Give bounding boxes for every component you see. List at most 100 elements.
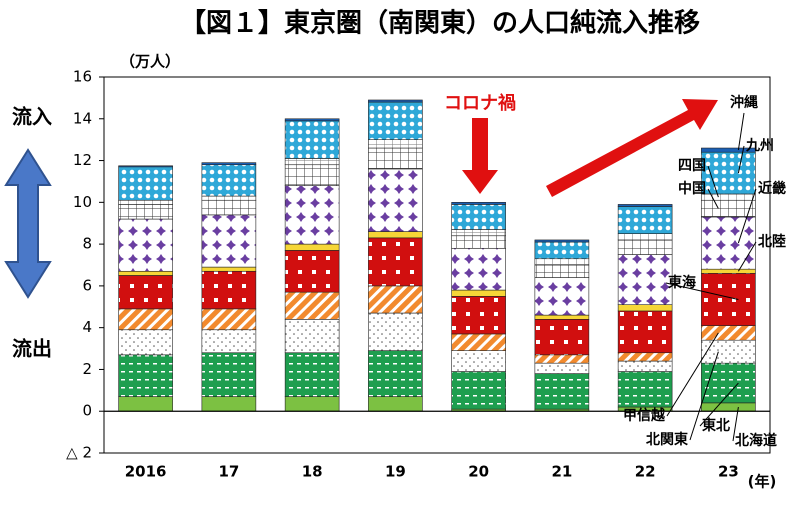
covid-arrow <box>462 118 498 194</box>
bar-segment <box>201 396 257 412</box>
bar-segment <box>368 168 423 232</box>
outflow-label: 流出 <box>12 337 52 361</box>
bar-segment <box>201 308 257 331</box>
trend-arrow <box>546 99 718 197</box>
bar-segment <box>284 164 340 186</box>
y-unit: （万人） <box>120 53 180 71</box>
bar-segment <box>201 329 257 354</box>
y-tick-label: 8 <box>82 235 92 253</box>
bar-segment <box>617 204 673 207</box>
bar-segment <box>534 354 590 364</box>
bar-segment <box>118 275 173 310</box>
bar-segment <box>617 239 673 255</box>
bar-segment <box>701 193 756 201</box>
leader-line <box>699 382 739 427</box>
bar-segment <box>201 352 257 397</box>
series-label: 甲信越 <box>623 407 666 424</box>
series-label: 九州 <box>745 138 774 154</box>
bar-segment <box>201 270 257 310</box>
bar-segment <box>284 243 340 251</box>
bar-segment <box>284 396 340 412</box>
series-label: 北陸 <box>758 233 786 250</box>
bar-segment <box>201 162 257 166</box>
bar-segment <box>701 147 756 153</box>
bar-segment <box>701 339 756 364</box>
y-tick-label: 2 <box>82 360 92 378</box>
bar-segment <box>534 362 590 374</box>
bar-segment <box>284 319 340 354</box>
leader-line <box>707 165 719 198</box>
bar-segment <box>284 352 340 397</box>
bar-segment <box>118 199 173 205</box>
y-tick-label: 16 <box>73 68 92 86</box>
bar-segment <box>534 277 590 316</box>
bar-segment <box>451 350 506 372</box>
leader-line <box>732 406 739 442</box>
bar-segment <box>534 264 590 278</box>
bar-segment <box>201 214 257 268</box>
series-label: 近畿 <box>758 180 786 197</box>
bar-segment <box>284 120 340 159</box>
bar-segment <box>451 371 506 410</box>
x-tick-label: 23 <box>718 463 739 481</box>
bar-segment <box>617 254 673 305</box>
leader-line <box>737 145 745 174</box>
bar-segment <box>284 291 340 320</box>
bar-segment <box>368 231 423 239</box>
bar-segment <box>451 235 506 249</box>
x-tick-label: 22 <box>635 463 656 481</box>
bar-segment <box>534 319 590 356</box>
inflow-label: 流入 <box>12 105 52 129</box>
y-tick-label: △ 2 <box>66 444 92 462</box>
bar-segment <box>368 237 423 287</box>
y-tick-label: 4 <box>82 318 92 336</box>
bar-segment <box>118 218 173 272</box>
bar-segment <box>701 268 756 274</box>
y-tick-label: 0 <box>82 402 92 420</box>
bar-segment <box>368 147 423 170</box>
series-label: 東海 <box>668 274 696 291</box>
bar-segment <box>617 360 673 372</box>
bar-segment <box>118 354 173 397</box>
bar-segment <box>118 329 173 356</box>
bar-segment <box>451 229 506 237</box>
bar-segment <box>701 325 756 341</box>
series-label: 北海道 <box>735 432 777 449</box>
bar-segment <box>534 314 590 320</box>
series-label: 四国 <box>678 158 706 174</box>
bar-segment <box>201 164 257 197</box>
covid-label: コロナ禍 <box>444 92 516 114</box>
bar-segment <box>201 199 257 216</box>
bar-segment <box>451 333 506 351</box>
leader-line <box>689 351 719 441</box>
x-tick-label: 21 <box>551 463 572 481</box>
y-tick-label: 6 <box>82 276 92 294</box>
chart-title: 【図１】東京圏（南関東）の人口純流入推移 <box>180 8 700 39</box>
bar-segment <box>201 266 257 272</box>
y-tick-label: 14 <box>73 109 92 127</box>
x-tick-label: 17 <box>218 463 239 481</box>
series-label: 中国 <box>678 180 706 197</box>
bar-segment <box>201 195 257 201</box>
bar-segment <box>368 285 423 314</box>
x-tick-label: 20 <box>468 463 489 481</box>
bar-segment <box>118 165 173 168</box>
bar-segment <box>617 352 673 362</box>
bar-segment <box>368 350 423 397</box>
plot-frame <box>103 76 771 454</box>
x-tick-label: 18 <box>302 463 323 481</box>
bar-segment <box>534 241 590 260</box>
bar-segment <box>284 250 340 293</box>
bar-segment <box>617 206 673 234</box>
bar-segment <box>368 99 423 103</box>
bar-segment <box>368 139 423 149</box>
x-unit: (年) <box>748 473 777 491</box>
bar-segment <box>534 258 590 266</box>
bar-segment <box>284 185 340 245</box>
series-label: 沖縄 <box>730 94 758 111</box>
flow-arrow <box>4 148 52 299</box>
leader-line <box>737 241 757 272</box>
bar-segment <box>701 216 756 270</box>
y-tick-label: 12 <box>73 151 92 169</box>
